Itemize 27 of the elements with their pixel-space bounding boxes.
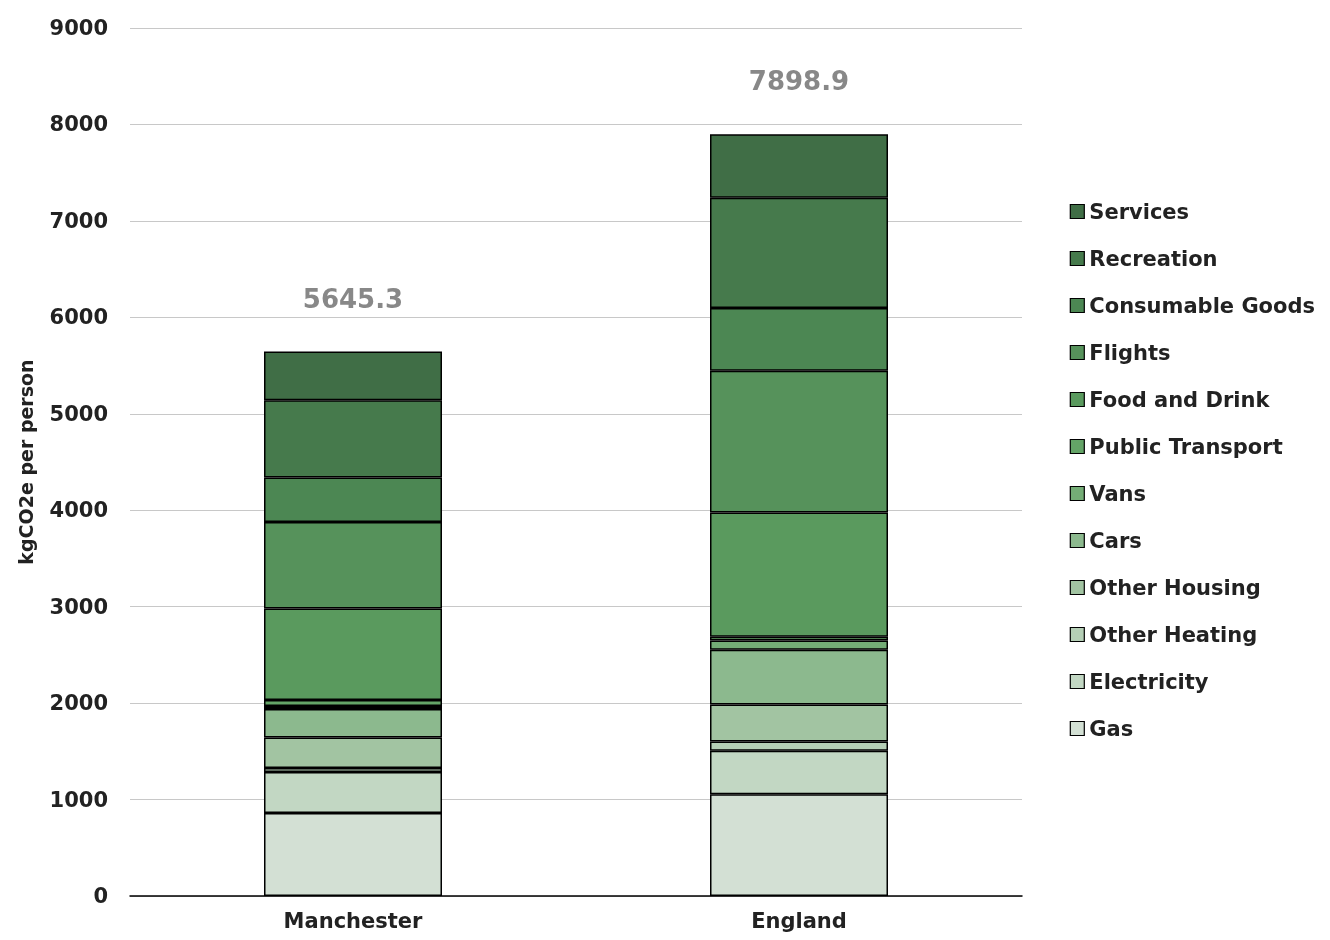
legend-label: Consumable Goods [1089, 293, 1315, 318]
y-tick-label: 8000 [49, 112, 108, 137]
x-tick-label: Manchester [283, 908, 424, 933]
y-tick-label: 6000 [49, 305, 108, 330]
y-tick-label: 1000 [49, 787, 108, 812]
legend-label: Food and Drink [1089, 387, 1271, 412]
legend-label: Electricity [1089, 669, 1209, 694]
legend-label: Services [1089, 199, 1190, 224]
y-tick-label: 3000 [49, 594, 108, 619]
y-axis-title: kgCO2e per person [14, 359, 37, 565]
legend-label: Vans [1089, 481, 1147, 506]
legend-label: Gas [1089, 716, 1134, 741]
y-tick-label: 4000 [49, 498, 108, 523]
y-tick-label: 0 [93, 884, 108, 908]
y-tick-label: 7000 [49, 208, 108, 233]
y-tick-label: 9000 [49, 16, 108, 40]
total-label: 7898.9 [748, 66, 850, 97]
legend-label: Other Housing [1089, 575, 1261, 600]
legend-label: Cars [1089, 528, 1142, 553]
legend-label: Other Heating [1089, 622, 1258, 647]
x-tick-label: England [751, 908, 847, 933]
y-tick-label: 5000 [49, 401, 108, 426]
legend-label: Public Transport [1089, 434, 1283, 459]
total-label: 5645.3 [302, 283, 404, 314]
legend-label: Flights [1089, 340, 1171, 365]
y-tick-label: 2000 [49, 691, 108, 716]
legend-label: Recreation [1089, 246, 1218, 271]
